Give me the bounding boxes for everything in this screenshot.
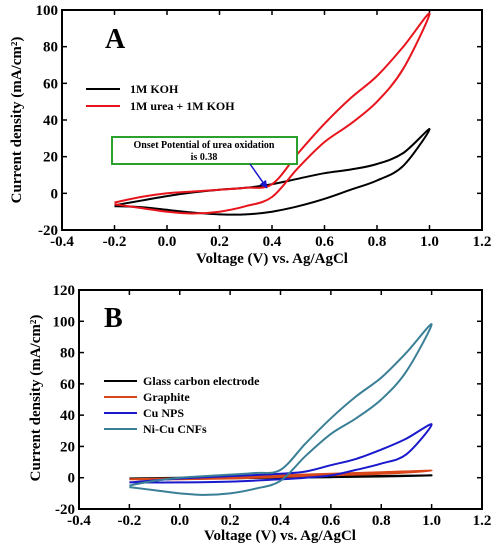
x-tick-label-a: -0.4 [50,234,74,250]
ticks-b: -0.4 -0.2 0.0 0.2 0.4 0.6 0.8 1.0 1.2 -20 0 20 40 60 8… [53,283,492,529]
legend-label-graphite: Graphite [143,390,190,404]
x-tick-label-b: 0.2 [221,513,240,529]
y-tick-label-b: 0 [68,471,76,487]
legend-label-1m-koh: 1M KOH [130,82,179,96]
series-layer-a [114,12,431,216]
legend-label-ni-cu-cnfs: Ni-Cu CNFs [143,422,207,436]
x-tick-label-b: 0.8 [372,513,391,529]
legend-a: 1M KOH 1M urea + 1M KOH [86,82,235,113]
series-line-ni-cu-cnfs [129,323,433,496]
y-tick-label-b: 60 [60,377,75,393]
x-tick-label-a: 0.6 [315,234,334,250]
series-line-1m-urea-1m-koh [114,12,431,215]
legend-b: Glass carbon electrode Graphite Cu NPS N… [104,374,260,436]
y-tick-label-a: -20 [38,223,58,239]
y-tick-label-b: 20 [60,439,75,455]
x-axis-label-b: Voltage (V) vs. Ag/AgCl [204,528,356,544]
legend-label-cu-nps: Cu NPS [143,406,184,420]
x-tick-label-a: -0.2 [103,234,127,250]
y-tick-label-a: 80 [43,40,58,56]
y-tick-label-a: 100 [36,3,59,19]
x-tick-label-b: 1.2 [473,513,492,529]
y-tick-label-b: 120 [53,283,76,299]
x-tick-label-b: 1.0 [422,513,441,529]
x-axis-label-a: Voltage (V) vs. Ag/AgCl [196,251,348,267]
x-tick-label-b: 0.0 [170,513,189,529]
x-tick-label-a: 1.0 [420,234,439,250]
x-tick-label-a: 1.2 [473,234,492,250]
y-tick-label-a: 0 [51,186,59,202]
x-tick-label-a: 0.8 [368,234,387,250]
x-tick-label-b: 0.4 [271,513,290,529]
panel-label-b: B [104,303,123,334]
chart-panel-b: -0.4 -0.2 0.0 0.2 0.4 0.6 0.8 1.0 1.2 -20 0 20 40 60 8… [28,283,491,544]
panel-label-a: A [105,24,126,55]
y-tick-label-a: 20 [43,150,58,166]
chart-panel-a: -0.4 -0.2 0.0 0.2 0.4 0.6 0.8 1.0 1.2 -20 0 20 40 60 8… [9,3,491,267]
annotation-line-2: is 0.38 [191,152,218,163]
annotation-line-1: Onset Potential of urea oxidation [134,140,275,151]
y-tick-label-b: 100 [53,314,76,330]
y-tick-label-a: 60 [43,76,58,92]
y-axis-label-a: Current density (mA/cm²) [9,37,25,204]
y-tick-label-b: -20 [55,502,75,518]
series-layer-b [129,323,433,496]
onset-annotation: Onset Potential of urea oxidation is 0.3… [111,136,298,189]
y-axis-label-b: Current density (mA/cm²) [28,315,44,482]
legend-label-urea-koh: 1M urea + 1M KOH [130,99,235,113]
ticks-a: -0.4 -0.2 0.0 0.2 0.4 0.6 0.8 1.0 1.2 -20 0 20 40 60 8… [36,3,492,250]
legend-label-glass-carbon: Glass carbon electrode [143,374,260,388]
x-tick-label-b: -0.2 [118,513,142,529]
x-tick-label-a: 0.2 [210,234,229,250]
annotation-box [111,136,298,165]
x-tick-label-a: 0.0 [158,234,177,250]
y-tick-label-a: 40 [43,113,58,129]
x-tick-label-b: -0.4 [67,513,91,529]
x-tick-label-a: 0.4 [263,234,282,250]
x-tick-label-b: 0.6 [322,513,341,529]
annotation-arrow [249,163,268,189]
series-line-cu-nps [129,423,433,484]
y-tick-label-b: 40 [60,408,75,424]
y-tick-label-b: 80 [60,346,75,362]
